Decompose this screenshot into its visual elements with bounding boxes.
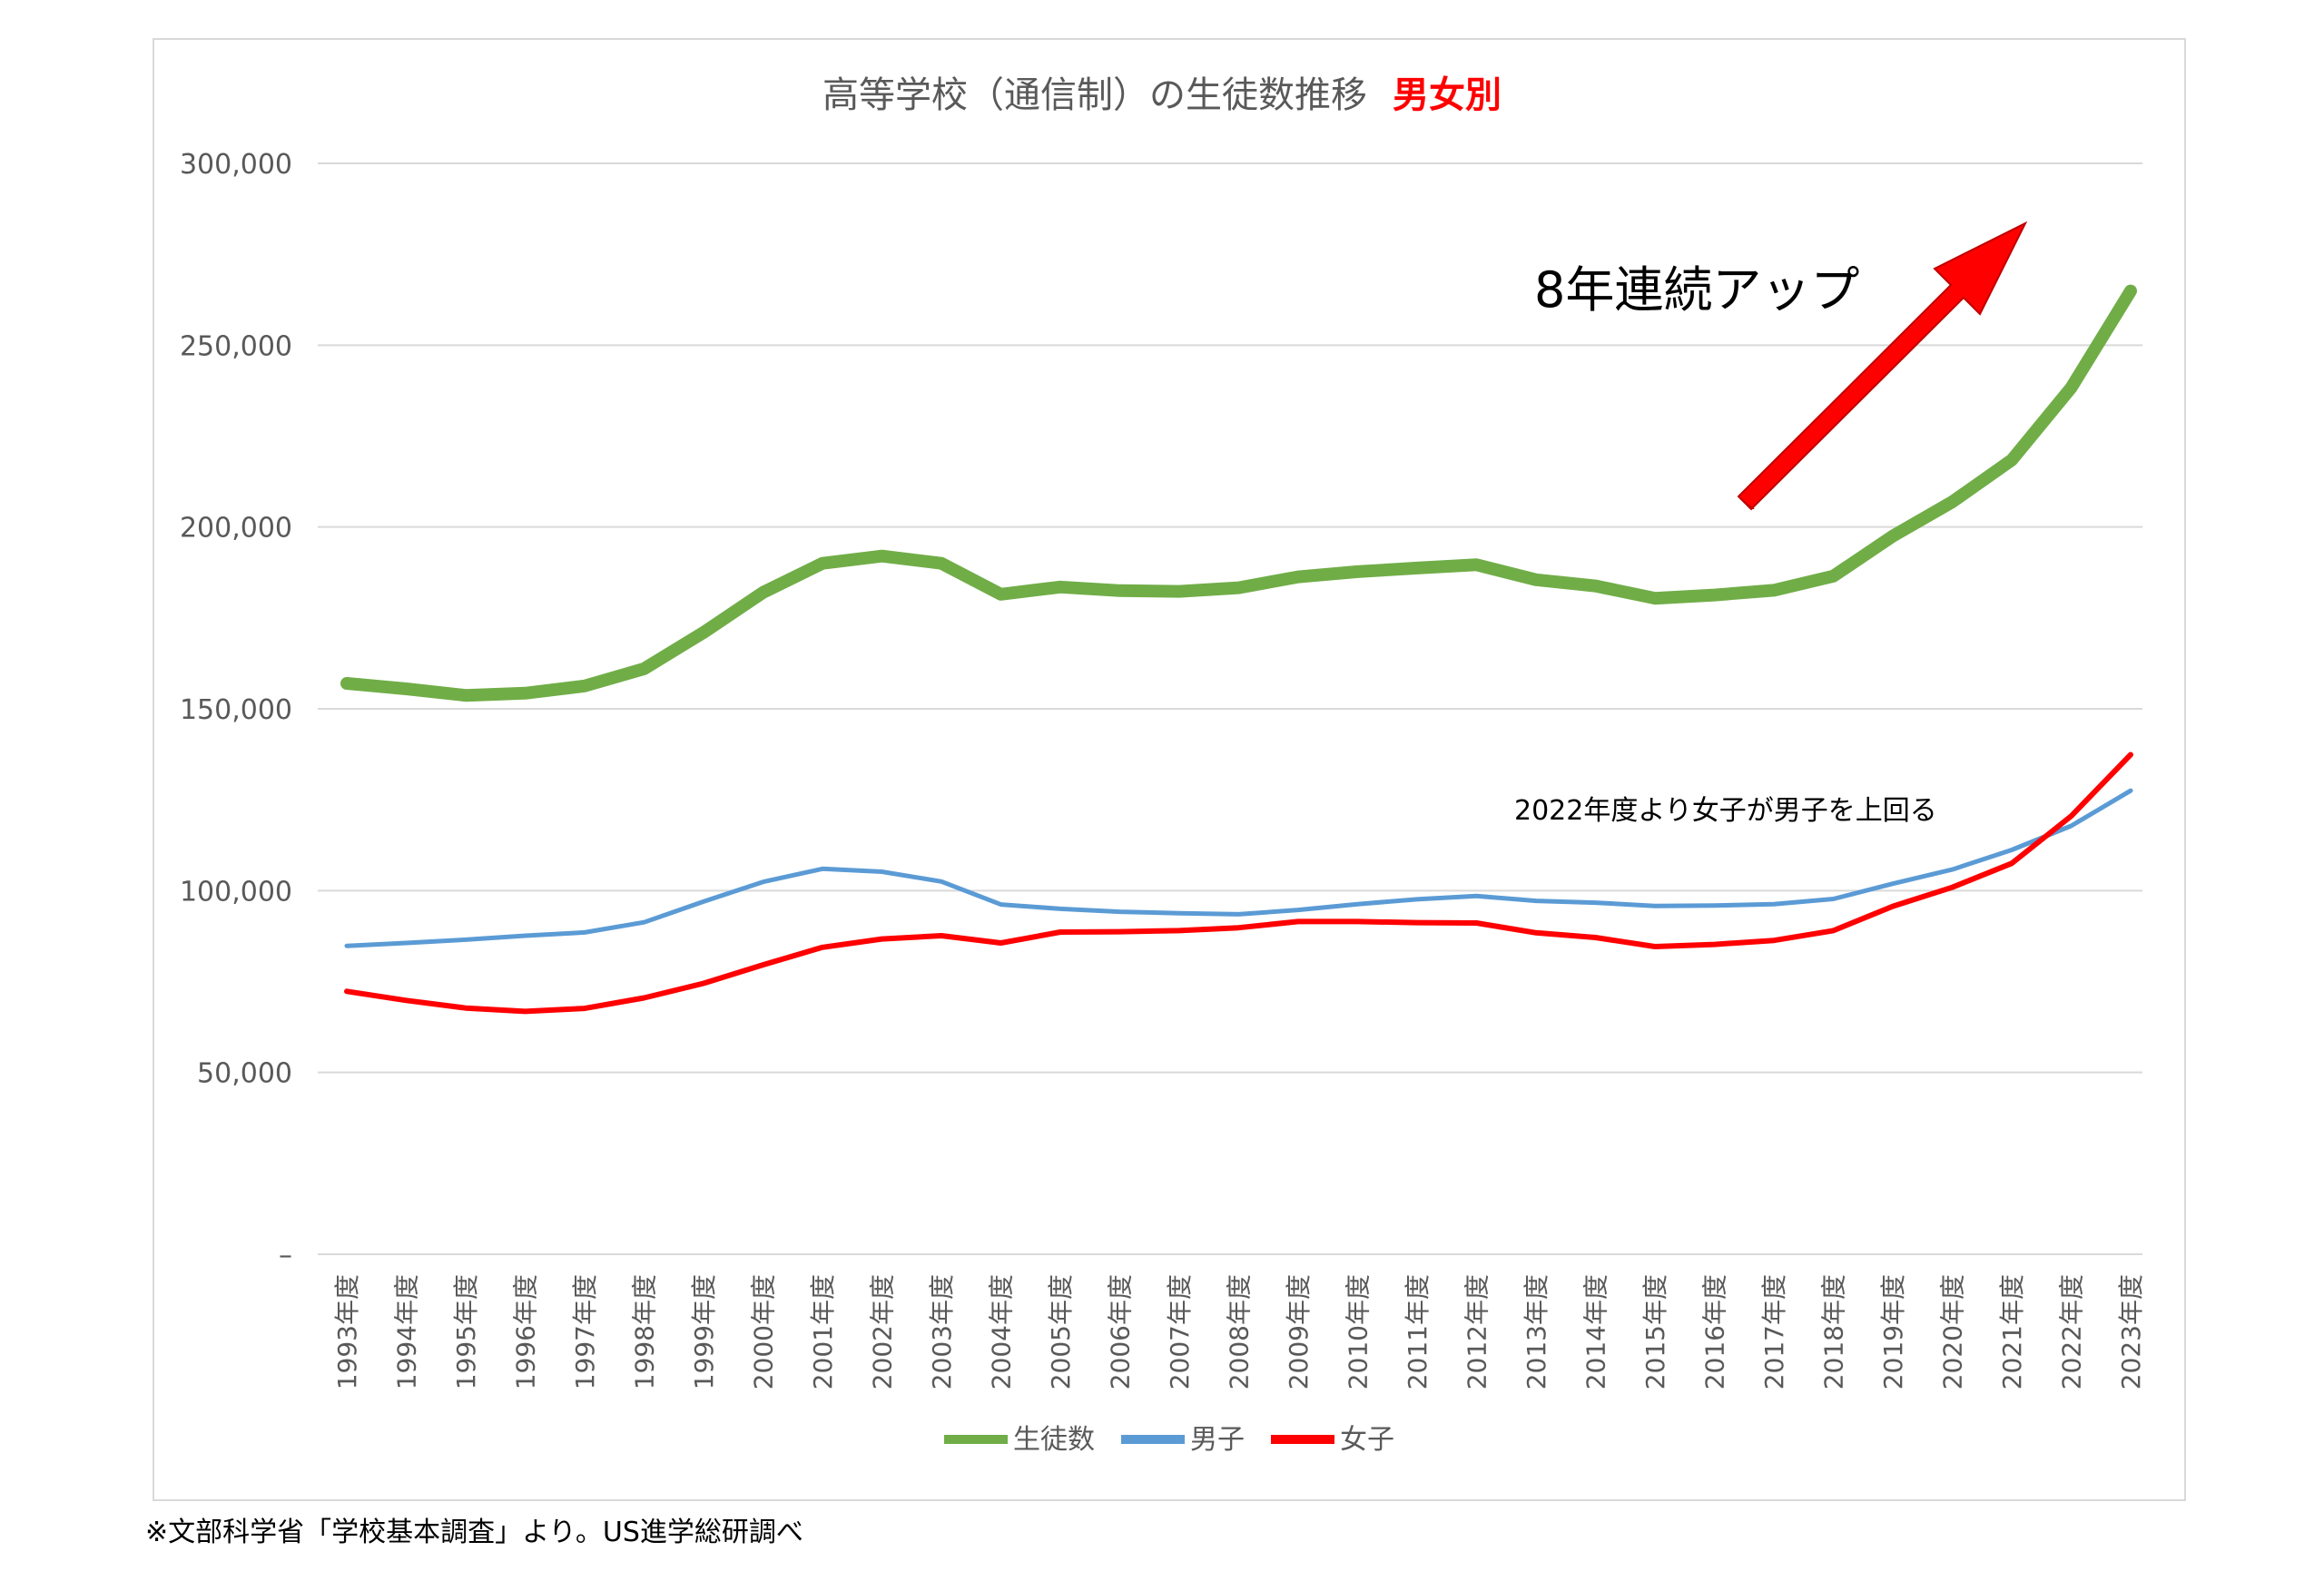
arrow-annotation: 8年連続アップ [1534,261,1859,319]
x-tick-label: 2003年度 [927,1274,957,1389]
y-tick-label: 100,000 [180,876,292,908]
x-tick-label: 2004年度 [987,1274,1017,1389]
trend-arrow-shadow [1738,496,1755,509]
series-line-1 [340,284,2137,702]
series-line-3 [344,751,2133,1015]
x-tick-label: 1997年度 [570,1274,600,1389]
x-tick-label: 2015年度 [1640,1274,1670,1389]
x-tick-label: 2007年度 [1165,1274,1195,1389]
x-tick-label: 1995年度 [451,1274,481,1389]
legend-label: 生徒数 [1013,1424,1095,1456]
x-tick-label: 2021年度 [1997,1274,2027,1389]
legend: 生徒数 男子 女子 [944,1424,1394,1456]
x-tick-label: 2022年度 [2057,1274,2087,1389]
x-tick-label: 2018年度 [1819,1274,1849,1389]
x-tick-label: 1999年度 [689,1274,719,1389]
x-tick-label: 2009年度 [1284,1274,1314,1389]
x-tick-label: 2019年度 [1878,1274,1908,1389]
x-tick-label: 1994年度 [392,1274,422,1389]
legend-label: 女子 [1340,1424,1394,1456]
chart-title-highlight: 男女別 [1393,74,1502,116]
x-tick-label: 2023年度 [2116,1274,2146,1389]
x-tick-label: 1998年度 [630,1274,660,1389]
x-tick-label: 2001年度 [808,1274,838,1389]
y-tick-label: 150,000 [180,694,292,726]
x-tick-label: 2000年度 [749,1274,779,1389]
trend-arrow-shape [1737,221,2028,511]
series-line-2 [344,788,2133,948]
y-tick-label: 300,000 [180,149,292,181]
x-tick-label: 2011年度 [1403,1274,1433,1389]
trend-arrow [1737,221,2028,511]
x-tick-label: 2013年度 [1521,1274,1551,1389]
series-lines [340,284,2137,1015]
y-tick-label: 50,000 [197,1058,292,1090]
x-tick-label: 2020年度 [1938,1274,1968,1389]
chart-frame [153,38,2186,1501]
y-tick-label: 250,000 [180,330,292,362]
x-tick-label: 2005年度 [1046,1274,1076,1389]
y-tick-label: 200,000 [180,513,292,545]
chart-title: 高等学校（通信制）の生徒数推移 男女別 [822,74,1502,116]
source-note: ※文部科学省「学校基本調査」より。US進学総研調べ [145,1517,803,1548]
x-tick-label: 2016年度 [1700,1274,1730,1389]
chart-title-main: 高等学校（通信制）の生徒数推移 [822,74,1367,116]
x-axis-tick-labels: 1993年度 1994年度 1995年度 1996年度 1997年度 1998年度 1999… [332,1274,2146,1389]
grid-lines [318,162,2142,1255]
x-tick-label: 2017年度 [1759,1274,1789,1389]
x-tick-label: 2008年度 [1225,1274,1255,1389]
x-tick-label: 1993年度 [332,1274,362,1389]
x-tick-label: 2014年度 [1581,1274,1611,1389]
crossover-annotation: 2022年度より女子が男子を上回る [1514,795,1937,827]
y-axis-tick-labels: – 50,000 100,000 150,000 200,000 250,000 300,0… [180,149,292,1272]
x-tick-label: 1996年度 [511,1274,541,1389]
y-tick-label: – [279,1240,292,1272]
x-tick-label: 2012年度 [1462,1274,1492,1389]
x-tick-label: 2010年度 [1344,1274,1374,1389]
x-tick-label: 2002年度 [868,1274,898,1389]
legend-label: 男子 [1190,1424,1245,1456]
x-tick-label: 2006年度 [1106,1274,1136,1389]
